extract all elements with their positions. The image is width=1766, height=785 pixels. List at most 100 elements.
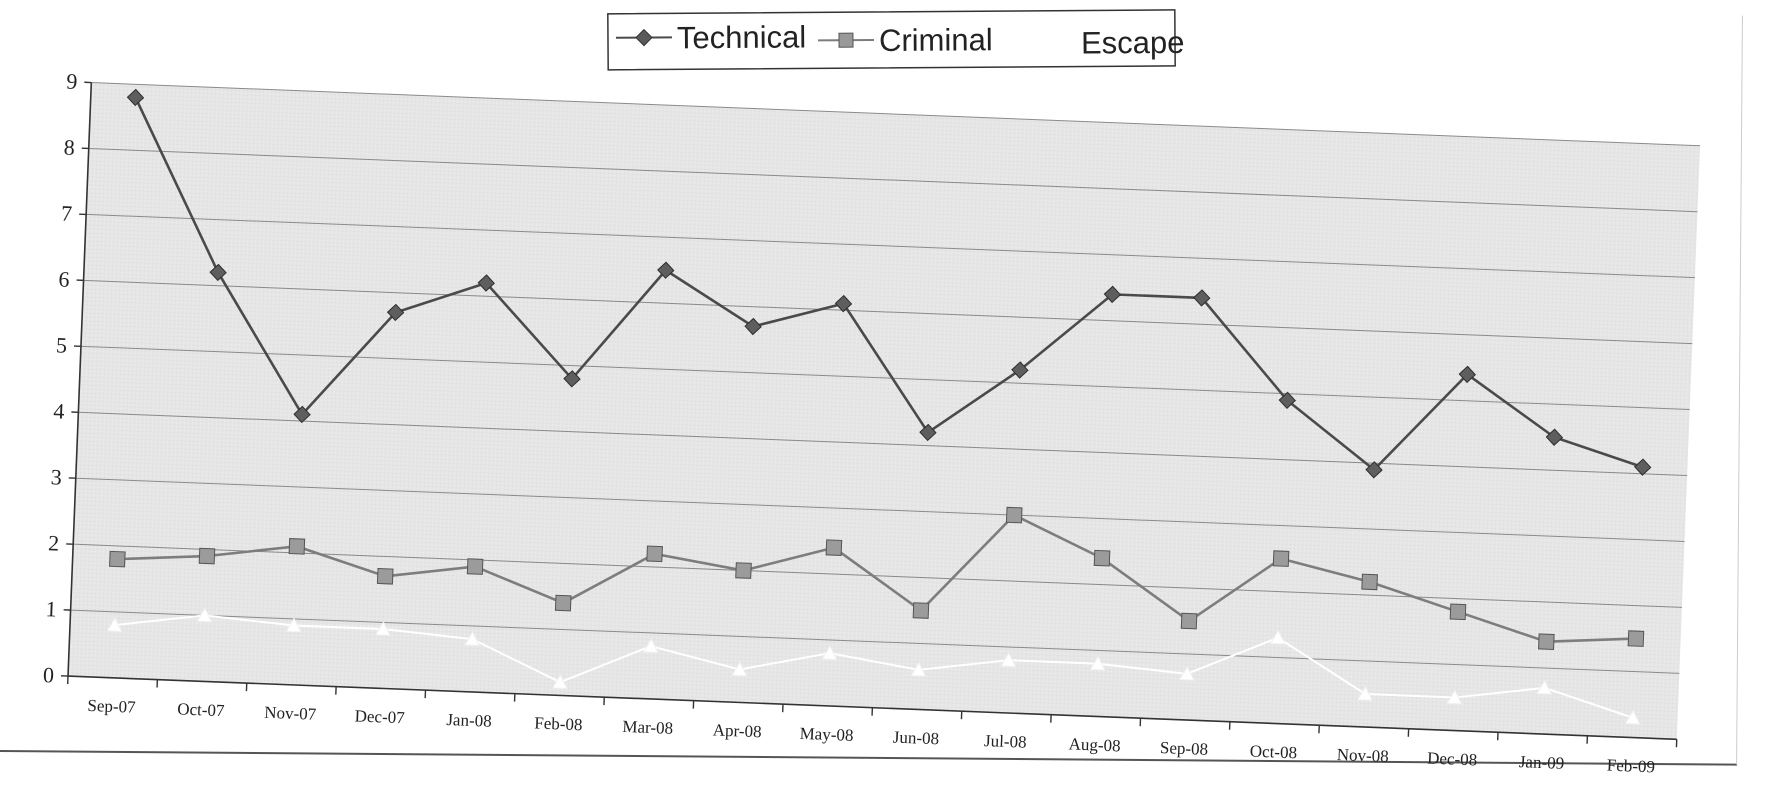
point-marker xyxy=(109,550,126,568)
x-tick-label: Aug-08 xyxy=(1068,734,1121,755)
point-marker xyxy=(554,594,572,612)
series-line xyxy=(117,513,1637,643)
x-tick-label: May-08 xyxy=(799,724,854,745)
point-marker xyxy=(464,631,480,646)
point-marker xyxy=(386,303,405,322)
x-tick-label: Jun-08 xyxy=(892,728,939,749)
point-marker xyxy=(1089,655,1106,671)
series-technical xyxy=(126,88,1652,479)
point-marker xyxy=(1545,428,1564,446)
point-marker xyxy=(126,88,145,107)
legend: Technical Criminal Escape xyxy=(607,9,1185,71)
gridline xyxy=(70,609,1680,674)
point-marker xyxy=(1449,603,1467,621)
point-marker xyxy=(910,661,927,677)
point-marker xyxy=(198,547,216,565)
gridline xyxy=(88,147,1698,213)
y-tick-label: 0 xyxy=(43,662,55,687)
point-marker xyxy=(735,562,752,579)
point-marker xyxy=(919,423,937,442)
legend-item-technical: Technical xyxy=(615,19,806,55)
x-tick-label: Feb-08 xyxy=(534,713,583,734)
x-tick-label: Jan-08 xyxy=(446,710,492,731)
point-marker xyxy=(477,274,495,292)
legend-label-technical: Technical xyxy=(677,19,806,55)
x-tick-label: Mar-08 xyxy=(622,717,673,738)
point-marker xyxy=(1193,289,1211,307)
point-marker xyxy=(1269,629,1286,645)
point-marker xyxy=(646,545,663,563)
point-marker xyxy=(1180,612,1198,630)
x-tick-label: Sep-07 xyxy=(87,696,136,717)
point-marker xyxy=(1178,665,1195,681)
point-marker xyxy=(834,294,853,313)
y-tick-label: 3 xyxy=(50,464,62,489)
chart-body: 0 1 2 3 4 5 6 7 8 9 Sep-07 Oct-07 Nov-07 Dec-07 Jan-0… xyxy=(43,69,1701,777)
y-tick-label: 1 xyxy=(45,596,57,621)
gridline xyxy=(83,279,1693,345)
point-marker xyxy=(1458,365,1477,384)
point-marker xyxy=(825,539,843,556)
point-marker xyxy=(1446,689,1463,705)
point-marker xyxy=(1000,652,1017,667)
series-escape xyxy=(106,607,1641,725)
legend-box xyxy=(607,9,1176,71)
point-marker xyxy=(744,317,762,336)
x-tick-label: Dec-08 xyxy=(1427,749,1478,770)
point-marker xyxy=(1536,679,1553,695)
y-tick-label: 7 xyxy=(61,200,73,225)
point-marker xyxy=(551,674,568,690)
gridline xyxy=(86,213,1695,279)
point-marker xyxy=(657,261,675,279)
y-axis xyxy=(67,82,93,677)
y-tick-label: 6 xyxy=(58,266,70,291)
y-tick-label: 2 xyxy=(48,530,60,555)
point-marker xyxy=(285,617,302,633)
legend-item-criminal: Criminal xyxy=(817,22,993,58)
x-tick-label: Apr-08 xyxy=(712,720,761,741)
point-marker xyxy=(1103,285,1122,304)
point-marker xyxy=(209,263,227,282)
point-marker xyxy=(642,638,659,653)
y-tick-label: 9 xyxy=(66,69,78,94)
series-line xyxy=(134,96,1644,472)
gridlines xyxy=(70,82,1701,674)
point-marker xyxy=(1272,550,1290,567)
point-marker xyxy=(288,538,306,555)
point-marker xyxy=(466,558,484,575)
x-axis-ticks: Sep-07 Oct-07 Nov-07 Dec-07 Jan-08 Feb-08 Mar-… xyxy=(66,676,1678,777)
legend-label-criminal: Criminal xyxy=(879,22,993,58)
point-marker xyxy=(1365,461,1383,479)
point-marker xyxy=(1278,391,1296,410)
legend-label-escape: Escape xyxy=(1081,25,1185,61)
legend-diamond-marker xyxy=(635,28,653,47)
y-tick-label: 8 xyxy=(63,135,75,160)
point-marker xyxy=(106,617,123,632)
x-tick-label: Feb-09 xyxy=(1607,756,1656,777)
point-marker xyxy=(375,620,391,636)
series-layer xyxy=(106,88,1652,725)
x-tick-label: Nov-07 xyxy=(264,703,317,724)
point-marker xyxy=(1627,630,1645,647)
gridline xyxy=(91,82,1701,147)
series-criminal xyxy=(109,506,1645,650)
point-marker xyxy=(1538,633,1555,650)
y-axis-ticks: 0 1 2 3 4 5 6 7 8 9 xyxy=(43,69,92,688)
x-tick-label: Jan-09 xyxy=(1519,752,1565,773)
plot-area xyxy=(67,82,1701,740)
x-tick-label: Nov-08 xyxy=(1336,745,1389,766)
legend-item-escape: Escape xyxy=(1020,25,1185,61)
point-marker xyxy=(912,602,930,619)
point-marker xyxy=(563,370,581,388)
point-marker xyxy=(1633,458,1652,476)
point-marker xyxy=(376,567,394,585)
point-marker xyxy=(1005,506,1023,524)
point-marker xyxy=(293,405,311,424)
point-marker xyxy=(1357,685,1373,701)
point-marker xyxy=(731,661,748,677)
x-tick-label: Jul-08 xyxy=(984,731,1027,752)
point-marker xyxy=(1624,709,1641,725)
y-tick-label: 5 xyxy=(56,332,68,357)
legend-square-marker xyxy=(838,32,854,48)
